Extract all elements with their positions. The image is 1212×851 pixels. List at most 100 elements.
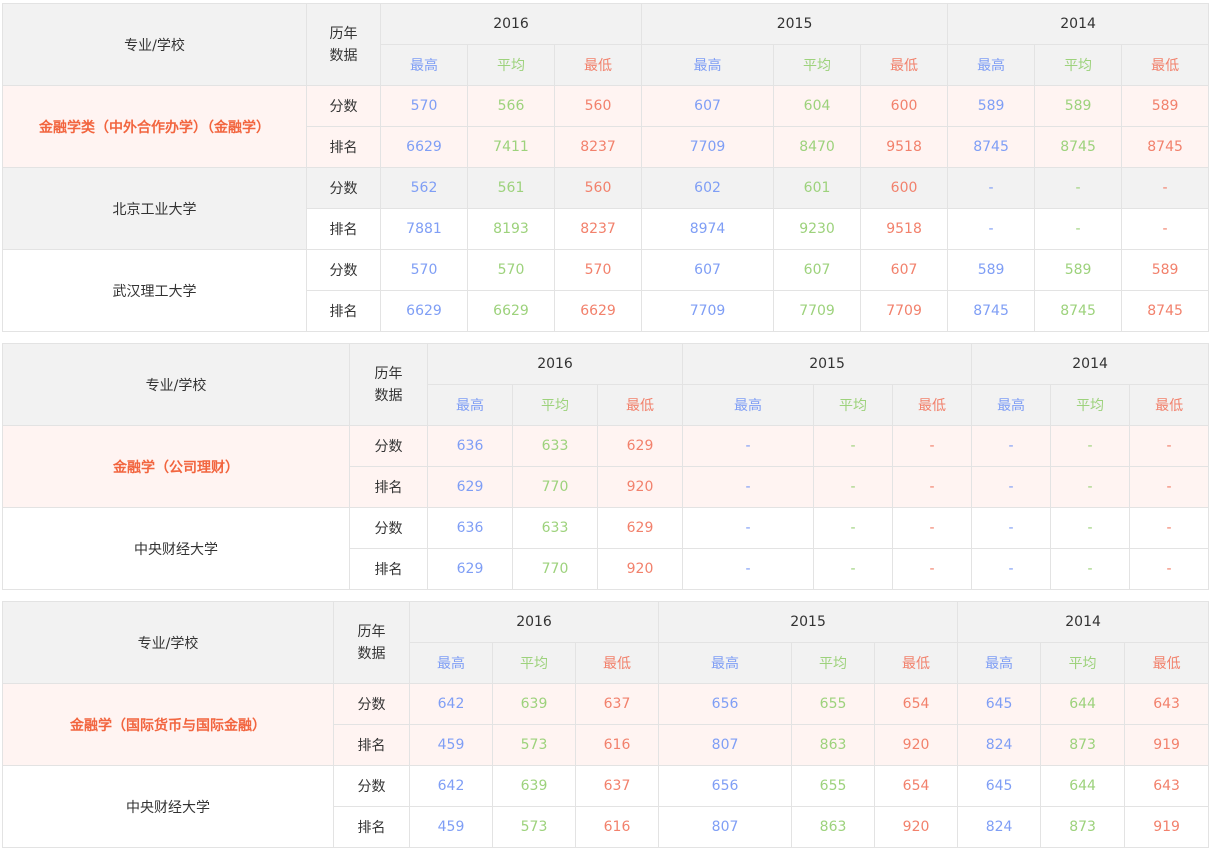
rank-cell: 920: [596, 466, 684, 508]
school-name: 金融学（公司理财）: [2, 425, 350, 508]
avg-header: 平均: [467, 44, 555, 86]
avg-header: 平均: [492, 642, 576, 684]
rank-row: 排名 459 573 616 807 863 920 824 873 919: [3, 724, 1210, 766]
score-cell: 589: [1121, 249, 1210, 291]
rank-cell: 8745: [1121, 290, 1210, 332]
score-cell: -: [971, 425, 1052, 467]
score-cell: 570: [553, 249, 643, 291]
school-name: 金融学（国际货币与国际金融）: [2, 683, 334, 766]
max-header: 最高: [957, 642, 1042, 684]
score-cell: 655: [791, 765, 876, 807]
score-cell: -: [1034, 167, 1123, 209]
score-row: 金融学（公司理财） 分数 636 633 629- - - - - -: [2, 425, 1210, 508]
school-name: 武汉理工大学: [2, 249, 307, 332]
rank-label: 排名: [306, 208, 381, 250]
min-header: 最低: [574, 642, 660, 684]
rank-cell: 6629: [380, 290, 468, 332]
score-cell: 655: [791, 683, 876, 725]
score-table: 专业/学校 历年 数据 2016 2015 2014 最高 平均 最低 最高 平均 最低 最高 平均 最低金…: [2, 343, 1210, 590]
score-cell: 589: [947, 249, 1036, 291]
rank-row: 排名 6629 6629 6629 7709 7709 7709 8745 8745 8745: [3, 290, 1210, 332]
score-cell: 600: [860, 85, 949, 127]
min-header: 最低: [553, 44, 643, 86]
score-cell: 560: [553, 85, 643, 127]
score-cell: 600: [860, 167, 949, 209]
rank-cell: -: [813, 548, 894, 590]
rank-cell: 616: [574, 806, 660, 848]
avg-header: 平均: [813, 384, 894, 426]
history-data-label: 历年: [374, 365, 403, 382]
rank-cell: 7709: [773, 290, 862, 332]
score-cell: 589: [1121, 85, 1210, 127]
score-cell: 637: [574, 683, 660, 725]
year-header: 2016: [379, 3, 643, 45]
year-header: 2015: [658, 601, 959, 643]
rank-row: 排名 6629 7411 8237 7709 8470 9518 8745 8745 8745: [3, 126, 1210, 168]
rank-cell: 459: [409, 724, 493, 766]
score-row: 武汉理工大学 分数 570 570 570 607 607 607 589 589 589: [2, 249, 1210, 332]
history-data-label: 历年: [357, 623, 386, 640]
score-cell: -: [1129, 507, 1210, 549]
min-header: 最低: [874, 642, 959, 684]
school-name: 金融学类（中外合作办学）（金融学）: [2, 85, 307, 168]
school-header: 专业/学校: [2, 343, 350, 426]
max-header: 最高: [641, 44, 775, 86]
rank-cell: -: [971, 548, 1052, 590]
score-cell: 656: [658, 765, 793, 807]
score-cell: 643: [1124, 765, 1210, 807]
rank-label: 排名: [306, 126, 381, 168]
rank-cell: 873: [1040, 806, 1126, 848]
rank-cell: 770: [512, 548, 598, 590]
score-cell: -: [892, 425, 973, 467]
rank-cell: 920: [596, 548, 684, 590]
rank-cell: 573: [492, 724, 576, 766]
rank-cell: 8745: [1034, 290, 1123, 332]
max-header: 最高: [947, 44, 1036, 86]
rank-cell: 6629: [553, 290, 643, 332]
max-header: 最高: [409, 642, 493, 684]
rank-cell: -: [892, 466, 973, 508]
header-row: 专业/学校 历年 数据 2016 2015 2014: [2, 3, 1210, 86]
score-cell: 639: [492, 765, 576, 807]
score-label: 分数: [349, 425, 428, 467]
rank-cell: 459: [409, 806, 493, 848]
rank-row: 排名 459 573 616 807 863 920 824 873 919: [3, 806, 1210, 848]
score-cell: 604: [773, 85, 862, 127]
score-cell: 633: [512, 507, 598, 549]
score-cell: 642: [409, 765, 493, 807]
score-row: 金融学类（中外合作办学）（金融学） 分数 570 566 560 607 604 600 589…: [2, 85, 1210, 168]
year-header: 2016: [426, 343, 684, 385]
score-row: 中央财经大学 分数 636 633 629- - - - - -: [2, 507, 1210, 590]
score-cell: 561: [467, 167, 555, 209]
score-cell: -: [1129, 425, 1210, 467]
rank-cell: 8745: [1121, 126, 1210, 168]
rank-cell: -: [813, 466, 894, 508]
rank-cell: -: [1034, 208, 1123, 250]
score-cell: -: [1050, 507, 1131, 549]
history-data-label: 数据: [374, 387, 403, 404]
rank-cell: 824: [957, 724, 1042, 766]
rank-cell: -: [1129, 548, 1210, 590]
rank-cell: -: [1129, 466, 1210, 508]
score-cell: -: [682, 425, 815, 467]
history-data-header: 历年 数据: [349, 343, 428, 426]
min-header: 最低: [1121, 44, 1210, 86]
rank-cell: 8974: [641, 208, 775, 250]
rank-row: 排名 629 770 920- - - - - -: [3, 466, 1210, 508]
rank-cell: 8237: [553, 126, 643, 168]
stat-header-row: 最高 平均 最低 最高 平均 最低 最高 平均 最低: [2, 44, 1210, 86]
school-name: 中央财经大学: [2, 507, 350, 590]
score-cell: 636: [427, 425, 513, 467]
score-cell: 607: [860, 249, 949, 291]
score-cell: -: [947, 167, 1036, 209]
rank-cell: 807: [658, 806, 793, 848]
avg-header: 平均: [1050, 384, 1131, 426]
score-cell: 570: [467, 249, 555, 291]
score-cell: 570: [380, 249, 468, 291]
min-header: 最低: [892, 384, 973, 426]
score-label: 分数: [333, 765, 410, 807]
score-cell: 589: [1034, 85, 1123, 127]
history-data-label: 数据: [357, 645, 386, 662]
max-header: 最高: [427, 384, 513, 426]
score-cell: 633: [512, 425, 598, 467]
